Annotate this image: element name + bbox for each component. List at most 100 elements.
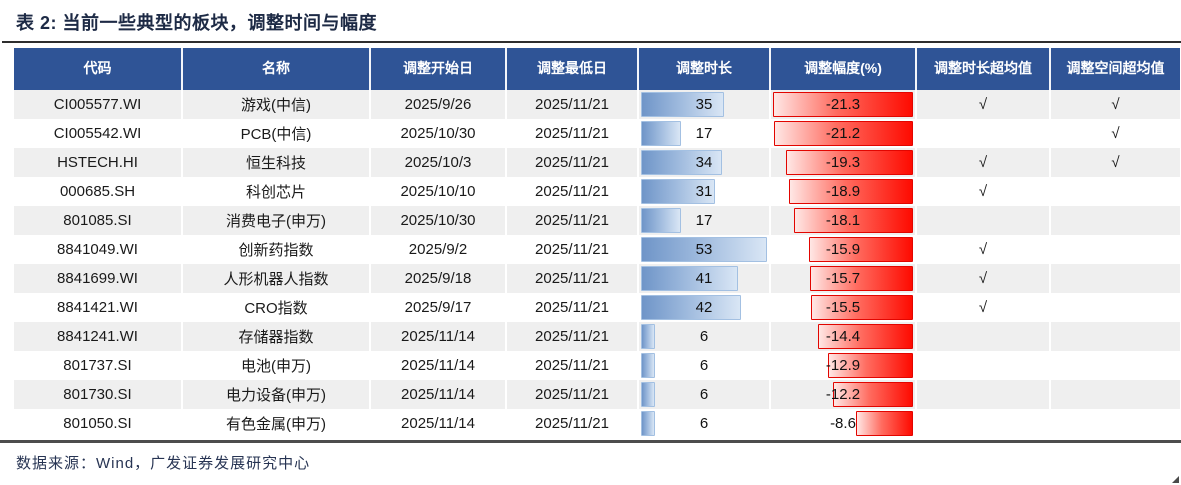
drawdown-bar-track — [773, 324, 913, 349]
drawdown-cell: -15.5 — [770, 293, 917, 322]
duration-over-avg-check — [916, 351, 1051, 380]
drawdown-data-bar — [856, 411, 913, 436]
code-cell: 000685.SH — [14, 177, 183, 206]
column-header-start: 调整开始日 — [370, 48, 507, 90]
low-date-cell: 2025/11/21 — [506, 380, 639, 409]
low-date-cell: 2025/11/21 — [506, 351, 639, 380]
duration-value: 6 — [699, 328, 709, 345]
code-cell: CI005542.WI — [14, 119, 183, 148]
duration-value: 41 — [695, 270, 713, 287]
start-date-cell: 2025/11/14 — [370, 322, 507, 351]
name-cell: 有色金属(申万) — [182, 409, 371, 438]
code-cell: 801730.SI — [14, 380, 183, 409]
duration-bar-track — [641, 208, 767, 233]
drawdown-cell: -15.9 — [770, 235, 917, 264]
low-date-cell: 2025/11/21 — [506, 409, 639, 438]
duration-value: 6 — [699, 386, 709, 403]
column-header-code: 代码 — [14, 48, 183, 90]
duration-data-bar — [641, 382, 656, 407]
start-date-cell: 2025/9/18 — [370, 264, 507, 293]
cursor-artifact — [1172, 476, 1179, 483]
duration-over-avg-check: √ — [916, 235, 1051, 264]
drawdown-data-bar — [773, 121, 913, 146]
low-date-cell: 2025/11/21 — [506, 264, 639, 293]
duration-cell: 6 — [638, 351, 771, 380]
column-header-name: 名称 — [182, 48, 371, 90]
start-date-cell: 2025/10/30 — [370, 206, 507, 235]
duration-cell: 6 — [638, 409, 771, 438]
code-cell: 801050.SI — [14, 409, 183, 438]
space-over-avg-check — [1050, 351, 1180, 380]
space-over-avg-check — [1050, 409, 1180, 438]
drawdown-data-bar — [809, 266, 913, 291]
duration-cell: 34 — [638, 148, 771, 177]
name-cell: 人形机器人指数 — [182, 264, 371, 293]
duration-data-bar — [641, 353, 656, 378]
duration-data-bar — [641, 324, 656, 349]
drawdown-data-bar — [828, 353, 913, 378]
table-row: 8841049.WI 创新药指数 2025/9/2 2025/11/21 53 … — [14, 235, 1180, 264]
space-over-avg-check — [1050, 293, 1180, 322]
drawdown-value: -12.9 — [825, 357, 861, 374]
table-row: 8841421.WI CRO指数 2025/9/17 2025/11/21 42… — [14, 293, 1180, 322]
drawdown-value: -15.7 — [825, 270, 861, 287]
drawdown-data-bar — [773, 92, 913, 117]
duration-over-avg-check: √ — [916, 90, 1051, 119]
low-date-cell: 2025/11/21 — [506, 322, 639, 351]
name-cell: 电池(申万) — [182, 351, 371, 380]
drawdown-cell: -8.6 — [770, 409, 917, 438]
drawdown-cell: -15.7 — [770, 264, 917, 293]
drawdown-data-bar — [808, 237, 913, 262]
drawdown-cell: -18.9 — [770, 177, 917, 206]
duration-bar-track — [641, 179, 767, 204]
duration-bar-track — [641, 324, 767, 349]
column-header-low: 调整最低日 — [506, 48, 639, 90]
space-over-avg-check: √ — [1111, 125, 1120, 142]
duration-data-bar — [641, 208, 682, 233]
low-date-cell: 2025/11/21 — [506, 148, 639, 177]
duration-over-avg-check — [916, 206, 1051, 235]
start-date-cell: 2025/9/2 — [370, 235, 507, 264]
drawdown-cell: -12.2 — [770, 380, 917, 409]
duration-cell: 17 — [638, 206, 771, 235]
start-date-cell: 2025/11/14 — [370, 380, 507, 409]
code-cell: 801737.SI — [14, 351, 183, 380]
duration-value: 42 — [695, 299, 713, 316]
duration-value: 35 — [695, 96, 713, 113]
name-cell: 存储器指数 — [182, 322, 371, 351]
drawdown-value: -15.5 — [825, 299, 861, 316]
drawdown-cell: -18.1 — [770, 206, 917, 235]
duration-value: 6 — [699, 415, 709, 432]
sector-adjustment-table: 代码 名称 调整开始日 调整最低日 调整时长 调整幅度(%) 调整时长超均值 调整空间超均值 … — [14, 48, 1180, 438]
table-body: CI005577.WI 游戏(中信) 2025/9/26 2025/11/21 … — [14, 90, 1180, 438]
table-row: CI005577.WI 游戏(中信) 2025/9/26 2025/11/21 … — [14, 90, 1180, 119]
duration-over-avg-check: √ — [916, 264, 1051, 293]
duration-over-avg-check — [916, 322, 1051, 351]
duration-bar-track — [641, 266, 767, 291]
table-row: 801050.SI 有色金属(申万) 2025/11/14 2025/11/21… — [14, 409, 1180, 438]
column-header-duration: 调整时长 — [638, 48, 771, 90]
space-over-avg-check: √ — [1050, 90, 1180, 119]
table-header-row: 代码 名称 调整开始日 调整最低日 调整时长 调整幅度(%) 调整时长超均值 调整空间超均值 — [14, 48, 1180, 90]
space-over-avg-check — [1050, 380, 1180, 409]
name-cell: 消费电子(申万) — [182, 206, 371, 235]
drawdown-data-bar — [786, 150, 913, 175]
drawdown-bar-track — [773, 266, 913, 291]
start-date-cell: 2025/11/14 — [370, 351, 507, 380]
drawdown-cell: -12.9 — [770, 351, 917, 380]
code-cell: HSTECH.HI — [14, 148, 183, 177]
drawdown-value: -15.9 — [825, 241, 861, 258]
duration-value: 31 — [695, 183, 713, 200]
name-cell: PCB(中信) — [182, 119, 371, 148]
drawdown-bar-track — [773, 92, 913, 117]
low-date-cell: 2025/11/21 — [506, 177, 639, 206]
table-row: 801730.SI 电力设备(申万) 2025/11/14 2025/11/21… — [14, 380, 1180, 409]
drawdown-value: -19.3 — [825, 154, 861, 171]
duration-cell: 53 — [638, 235, 771, 264]
drawdown-bar-track — [773, 179, 913, 204]
space-over-avg-check — [1050, 264, 1180, 293]
low-date-cell: 2025/11/21 — [506, 235, 639, 264]
duration-cell: 42 — [638, 293, 771, 322]
title-divider — [2, 41, 1181, 43]
table-row: 801737.SI 电池(申万) 2025/11/14 2025/11/21 6… — [14, 351, 1180, 380]
